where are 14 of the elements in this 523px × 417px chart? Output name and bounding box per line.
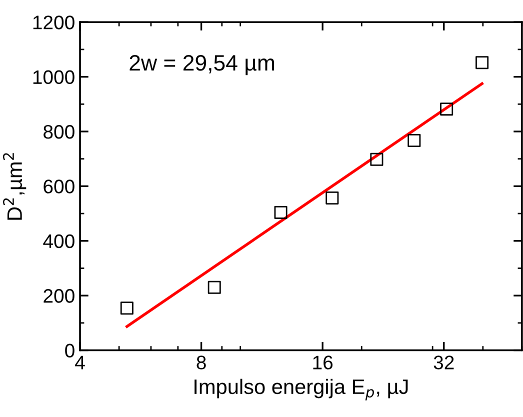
x-tick-label: 16: [313, 356, 333, 370]
y-tick-label: 800: [44, 124, 74, 139]
y-tick-label: 0: [65, 344, 74, 358]
x-tick-label: 32: [434, 356, 454, 370]
annotation: 2w = 29,54 µm: [130, 54, 274, 76]
x-axis-title: Impulso energija E$_{p}$, µJ: [194, 378, 408, 400]
y-tick-label: 400: [43, 234, 74, 248]
y-tick-label: 600: [44, 180, 74, 194]
y-tick-label: 1200: [33, 16, 74, 30]
x-tick-label: 4: [75, 356, 85, 370]
y-tick-label: 1000: [33, 70, 74, 84]
y-axis-title: D$^{2}$,µm$^{2}$: [3, 153, 26, 220]
y-tick-label: 200: [44, 289, 74, 303]
x-tick-label: 8: [196, 356, 206, 370]
